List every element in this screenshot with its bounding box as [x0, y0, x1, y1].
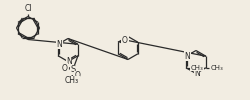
Text: N: N [66, 57, 72, 66]
Text: N: N [56, 40, 62, 49]
Text: Cl: Cl [24, 4, 32, 13]
Text: O: O [122, 36, 128, 45]
Text: N: N [184, 52, 190, 61]
Text: CH₃: CH₃ [65, 76, 79, 85]
Text: CH₃: CH₃ [210, 65, 223, 71]
Text: CH₃: CH₃ [190, 65, 203, 71]
Text: S: S [70, 65, 75, 74]
Text: O: O [74, 71, 80, 80]
Text: O: O [62, 64, 68, 73]
Text: N: N [194, 69, 200, 78]
